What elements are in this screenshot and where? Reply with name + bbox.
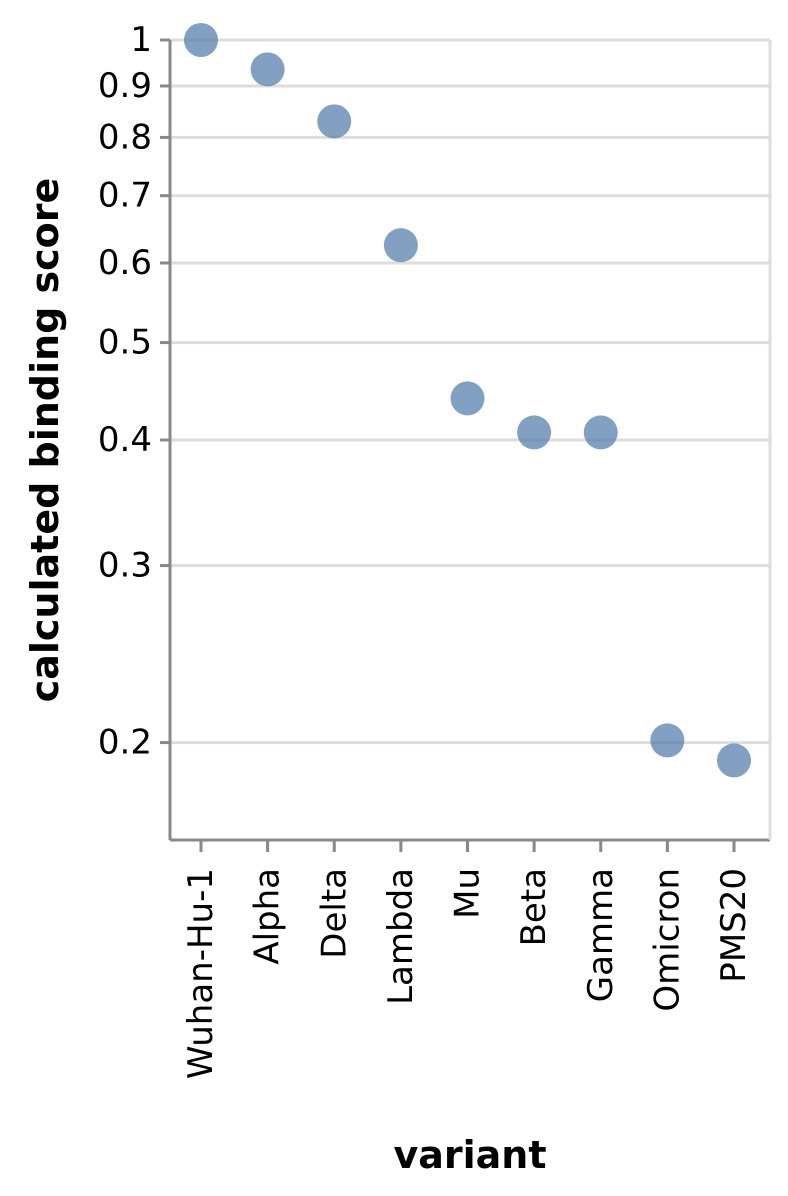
y-tick-label: 0.6 [98,243,152,283]
y-tick-label: 0.3 [98,546,152,586]
x-tick-label: Beta [514,868,554,946]
x-tick-label: Wuhan-Hu-1 [181,868,221,1079]
data-point [450,381,485,416]
y-axis-title: calculated binding score [23,178,67,703]
x-axis-title: variant [393,1133,546,1177]
data-point [383,228,418,263]
data-point [317,104,352,139]
x-tick-label: Lambda [381,868,421,1005]
y-tick-label: 0.5 [98,323,152,363]
data-point [583,415,618,450]
data-points [184,23,751,778]
x-tick-label: Omicron [647,868,687,1012]
y-tick-label: 0.2 [98,723,152,763]
y-tick-label: 0.8 [98,117,152,157]
x-tick-label: Alpha [248,868,288,965]
x-tick-label: PMS20 [714,868,754,983]
data-point [717,743,751,778]
y-tick-label: 0.7 [98,176,152,216]
x-ticks: Wuhan-Hu-1 Alpha Delta Lambda Mu Beta Gamma Omi… [181,840,754,1079]
x-tick-label: Mu [448,868,488,919]
y-tick-label: 1 [130,20,152,60]
data-point [184,23,218,57]
data-point [517,415,552,450]
data-point [650,723,685,758]
x-tick-label: Delta [314,868,354,959]
y-tick-label: 0.4 [98,420,152,460]
y-tick-label: 0.9 [98,66,152,106]
x-tick-label: Gamma [581,868,621,1002]
data-point [250,52,285,87]
y-ticks: 1 0.9 0.8 0.7 0.6 0.5 0.4 0.3 0.2 [98,20,170,763]
